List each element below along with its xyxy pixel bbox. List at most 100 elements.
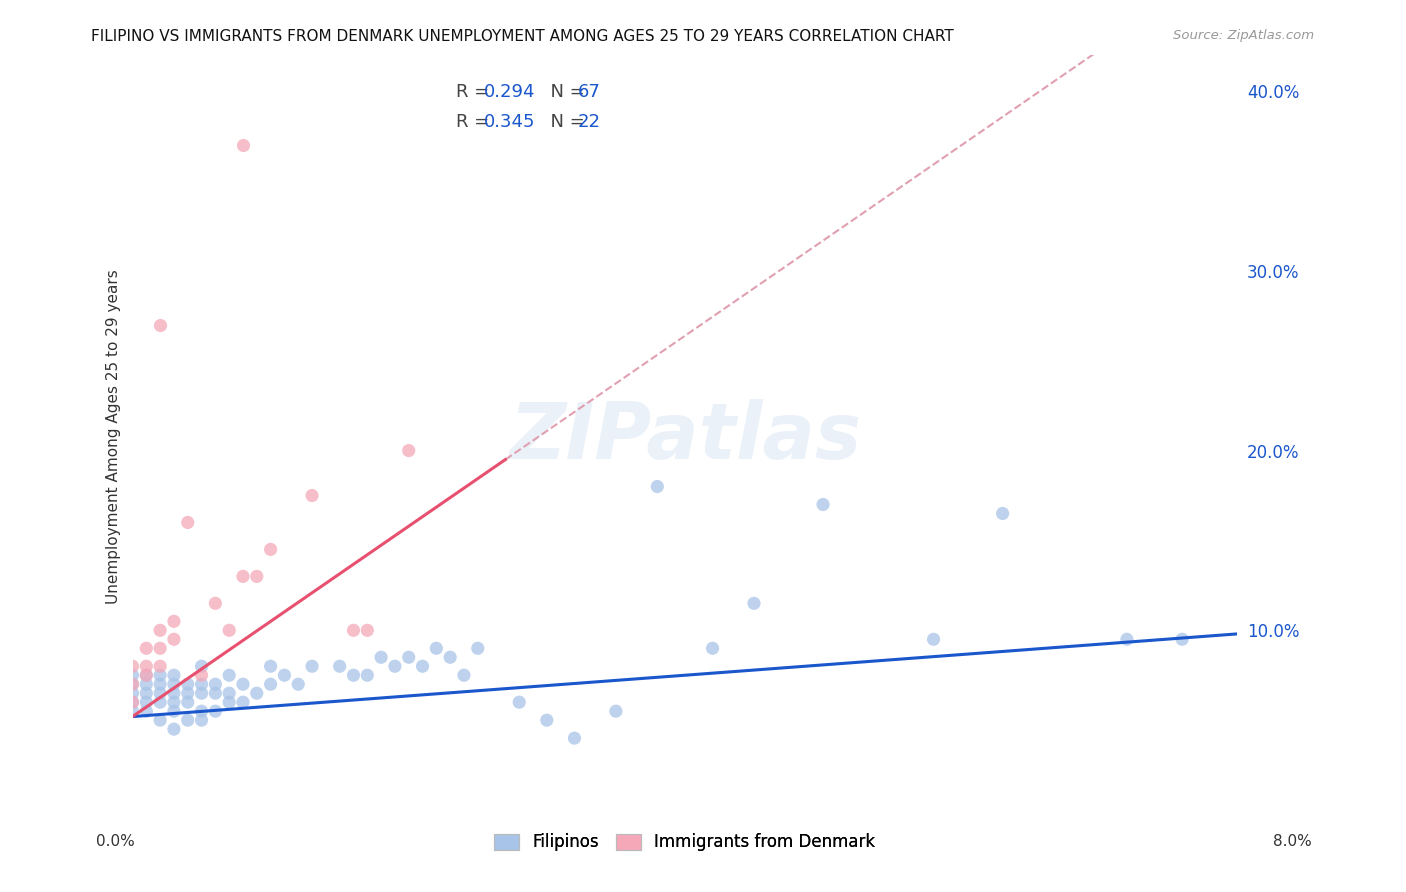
Point: [121, 704, 143, 718]
Point: [647, 479, 669, 493]
Text: 0.345: 0.345: [484, 113, 536, 131]
Point: [425, 641, 447, 656]
Point: [232, 677, 254, 691]
Point: [508, 695, 530, 709]
Point: [246, 569, 269, 583]
Point: [190, 686, 212, 700]
Point: [163, 632, 186, 647]
Point: [163, 677, 186, 691]
Point: [135, 677, 157, 691]
Text: 22: 22: [578, 113, 600, 131]
Point: [356, 624, 378, 638]
Point: [177, 677, 200, 691]
Text: FILIPINO VS IMMIGRANTS FROM DENMARK UNEMPLOYMENT AMONG AGES 25 TO 29 YEARS CORRE: FILIPINO VS IMMIGRANTS FROM DENMARK UNEM…: [91, 29, 955, 45]
Point: [204, 704, 226, 718]
Point: [287, 677, 309, 691]
Point: [149, 695, 172, 709]
Point: [232, 569, 254, 583]
Point: [121, 659, 143, 673]
Point: [342, 624, 364, 638]
Text: Source: ZipAtlas.com: Source: ZipAtlas.com: [1174, 29, 1315, 43]
Point: [246, 686, 269, 700]
Point: [398, 650, 420, 665]
Point: [177, 713, 200, 727]
Point: [922, 632, 945, 647]
Point: [204, 686, 226, 700]
Point: [190, 659, 212, 673]
Point: [342, 668, 364, 682]
Point: [163, 722, 186, 736]
Point: [742, 596, 765, 610]
Point: [991, 507, 1014, 521]
Legend: Filipinos, Immigrants from Denmark: Filipinos, Immigrants from Denmark: [488, 827, 882, 858]
Point: [149, 686, 172, 700]
Point: [204, 677, 226, 691]
Point: [439, 650, 461, 665]
Point: [121, 695, 143, 709]
Point: [453, 668, 475, 682]
Text: R =: R =: [456, 83, 495, 101]
Point: [1115, 632, 1137, 647]
Point: [329, 659, 352, 673]
Point: [370, 650, 392, 665]
Point: [135, 668, 157, 682]
Point: [398, 443, 420, 458]
Point: [135, 641, 157, 656]
Point: [259, 659, 281, 673]
Point: [232, 695, 254, 709]
Point: [149, 659, 172, 673]
Point: [273, 668, 295, 682]
Text: N =: N =: [538, 83, 591, 101]
Point: [605, 704, 627, 718]
Point: [177, 516, 200, 530]
Text: 0.294: 0.294: [484, 83, 536, 101]
Point: [232, 138, 254, 153]
Point: [218, 695, 240, 709]
Point: [218, 686, 240, 700]
Point: [811, 498, 834, 512]
Point: [536, 713, 558, 727]
Point: [384, 659, 406, 673]
Point: [121, 668, 143, 682]
Point: [121, 677, 143, 691]
Point: [135, 668, 157, 682]
Point: [190, 713, 212, 727]
Point: [149, 713, 172, 727]
Point: [412, 659, 434, 673]
Point: [149, 677, 172, 691]
Text: 8.0%: 8.0%: [1272, 834, 1312, 848]
Point: [190, 704, 212, 718]
Text: 67: 67: [578, 83, 600, 101]
Point: [135, 659, 157, 673]
Point: [218, 668, 240, 682]
Point: [356, 668, 378, 682]
Point: [135, 695, 157, 709]
Point: [301, 659, 323, 673]
Point: [163, 615, 186, 629]
Point: [149, 318, 172, 332]
Point: [190, 668, 212, 682]
Point: [204, 596, 226, 610]
Point: [149, 668, 172, 682]
Point: [163, 704, 186, 718]
Point: [149, 641, 172, 656]
Point: [702, 641, 724, 656]
Point: [149, 624, 172, 638]
Point: [163, 695, 186, 709]
Text: N =: N =: [538, 113, 591, 131]
Point: [135, 704, 157, 718]
Point: [1171, 632, 1194, 647]
Point: [135, 686, 157, 700]
Point: [564, 731, 586, 746]
Point: [121, 677, 143, 691]
Point: [467, 641, 489, 656]
Text: 0.0%: 0.0%: [96, 834, 135, 848]
Point: [163, 686, 186, 700]
Point: [121, 686, 143, 700]
Point: [177, 695, 200, 709]
Point: [177, 686, 200, 700]
Text: ZIPatlas: ZIPatlas: [509, 399, 860, 475]
Point: [163, 668, 186, 682]
Point: [121, 695, 143, 709]
Y-axis label: Unemployment Among Ages 25 to 29 years: Unemployment Among Ages 25 to 29 years: [107, 269, 121, 605]
